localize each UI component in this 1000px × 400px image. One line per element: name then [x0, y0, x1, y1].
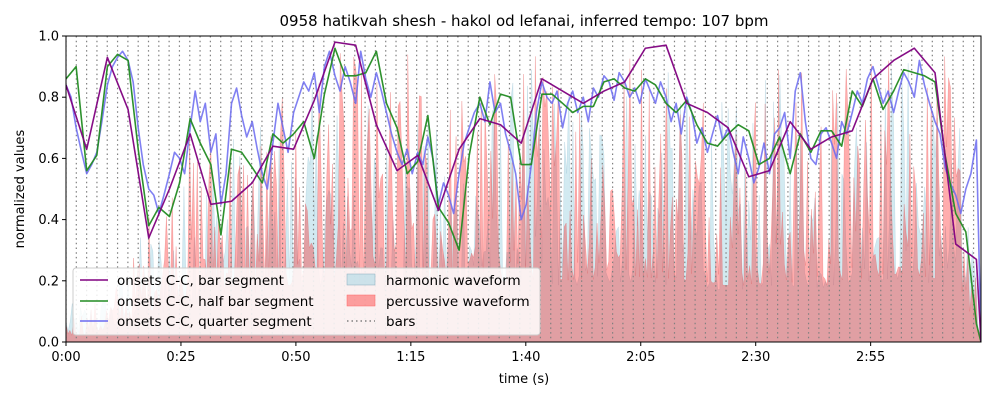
legend-label-harmonic: harmonic waveform — [386, 273, 521, 289]
x-tick-label: 0:00 — [51, 350, 80, 365]
x-tick-label: 1:15 — [396, 350, 425, 365]
legend-label-percussive: percussive waveform — [386, 294, 530, 310]
x-tick-label: 2:05 — [626, 350, 655, 365]
y-axis: 0.0 0.2 0.4 0.6 0.8 1.0 — [38, 30, 66, 351]
legend-label-bar-segment: onsets C-C, bar segment — [117, 273, 284, 289]
y-tick-label: 1.0 — [38, 30, 59, 45]
y-tick-label: 0.6 — [38, 152, 59, 167]
y-tick-label: 0.0 — [38, 336, 59, 351]
legend-label-bars: bars — [386, 314, 415, 330]
legend-swatch-percussive — [346, 294, 376, 307]
legend-box — [72, 267, 541, 336]
legend-label-half-bar-segment: onsets C-C, half bar segment — [117, 294, 314, 310]
x-tick-label: 2:30 — [741, 350, 770, 365]
x-tick-label: 2:55 — [856, 350, 885, 365]
x-tick-label: 0:25 — [166, 350, 195, 365]
series-line-bar-segment — [66, 41, 981, 342]
legend-label-quarter-segment: onsets C-C, quarter segment — [117, 314, 312, 330]
y-tick-label: 0.4 — [38, 213, 59, 228]
x-axis-label: time (s) — [499, 372, 549, 387]
series-line-half-bar-segment — [66, 47, 981, 342]
series-line-quarter-segment — [66, 50, 981, 342]
legend: onsets C-C, bar segment onsets C-C, half… — [72, 267, 541, 336]
y-axis-label: normalized values — [13, 129, 28, 248]
axes-frame — [65, 35, 982, 343]
x-tick-label: 1:40 — [511, 350, 540, 365]
y-tick-label: 0.8 — [38, 91, 59, 106]
chart-title: 0958 hatikvah shesh - hakol od lefanai, … — [280, 12, 769, 30]
x-axis: 0:00 0:25 0:50 1:15 1:40 2:05 2:30 2:55 — [51, 342, 885, 365]
x-tick-label: 0:50 — [281, 350, 310, 365]
y-tick-label: 0.2 — [38, 274, 59, 289]
legend-swatch-harmonic — [346, 273, 376, 286]
